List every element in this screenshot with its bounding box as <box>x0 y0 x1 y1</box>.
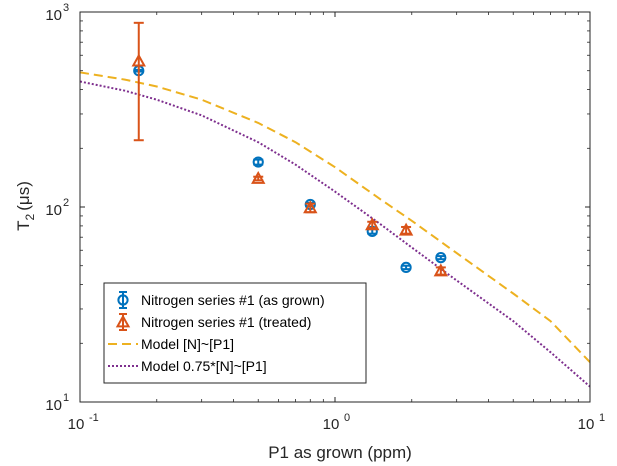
marker-triangle <box>398 222 414 236</box>
data-point-0-1 <box>252 156 264 168</box>
x-tick-label: 10 <box>323 416 340 433</box>
legend-item-3: Model 0.75*[N]~[P1] <box>108 358 267 374</box>
y-tick-exponent: 3 <box>63 2 69 14</box>
legend-label: Nitrogen series #1 (treated) <box>141 314 311 330</box>
data-point-0-4 <box>400 261 412 274</box>
data-point-1-1 <box>251 170 266 184</box>
data-point-0-5 <box>435 252 447 264</box>
y-axis-label-main: T <box>14 220 33 230</box>
data-point-1-5 <box>433 263 449 277</box>
x-tick-label: 10 <box>68 416 85 433</box>
legend-item-1: Nitrogen series #1 (treated) <box>115 313 311 331</box>
svg-text:T2(μs): T2 (μs) <box>14 181 37 231</box>
marker-triangle <box>251 170 266 184</box>
marker-triangle <box>365 217 380 231</box>
y-axis-label: T2 (μs) <box>14 181 37 231</box>
legend-marker-triangle <box>115 314 131 328</box>
y-tick-label: 10 <box>45 202 62 219</box>
data-point-1-0 <box>131 21 146 142</box>
data-point-1-2 <box>303 200 318 214</box>
legend-marker-circle <box>117 294 129 306</box>
legend: Nitrogen series #1 (as grown) Nitrogen se… <box>103 282 367 384</box>
y-tick-exponent: 1 <box>63 392 69 404</box>
x-tick-exponent: 0 <box>344 412 350 424</box>
legend-label: Model [N]~[P1] <box>141 336 234 352</box>
marker-triangle <box>131 53 146 67</box>
y-axis-label-unit: (μs) <box>14 181 33 211</box>
legend-item-2: Model [N]~[P1] <box>108 336 234 352</box>
x-tick-label: 10 <box>578 416 595 433</box>
marker-circle <box>435 252 447 264</box>
legend-item-0: Nitrogen series #1 (as grown) <box>117 291 325 309</box>
y-tick-label: 10 <box>45 7 62 24</box>
series-line-2 <box>80 71 590 363</box>
x-axis: 10 -1 10 0 10 1 <box>68 12 605 433</box>
marker-triangle <box>433 263 449 277</box>
y-tick-exponent: 2 <box>63 197 69 209</box>
y-axis-label-sub: 2 <box>23 213 37 220</box>
legend-box <box>103 282 367 384</box>
marker-triangle <box>303 200 318 214</box>
x-tick-exponent: -1 <box>89 412 99 424</box>
x-axis-label: P1 as grown (ppm) <box>268 443 412 462</box>
legend-label: Nitrogen series #1 (as grown) <box>141 292 325 308</box>
y-tick-label: 10 <box>45 397 62 414</box>
marker-circle <box>252 156 264 168</box>
legend-label: Model 0.75*[N]~[P1] <box>141 358 267 374</box>
marker-circle <box>400 261 412 274</box>
series-line-3 <box>80 80 590 388</box>
data-point-1-4 <box>398 222 414 236</box>
x-tick-exponent: 1 <box>599 412 605 424</box>
data-point-1-3 <box>365 217 380 231</box>
